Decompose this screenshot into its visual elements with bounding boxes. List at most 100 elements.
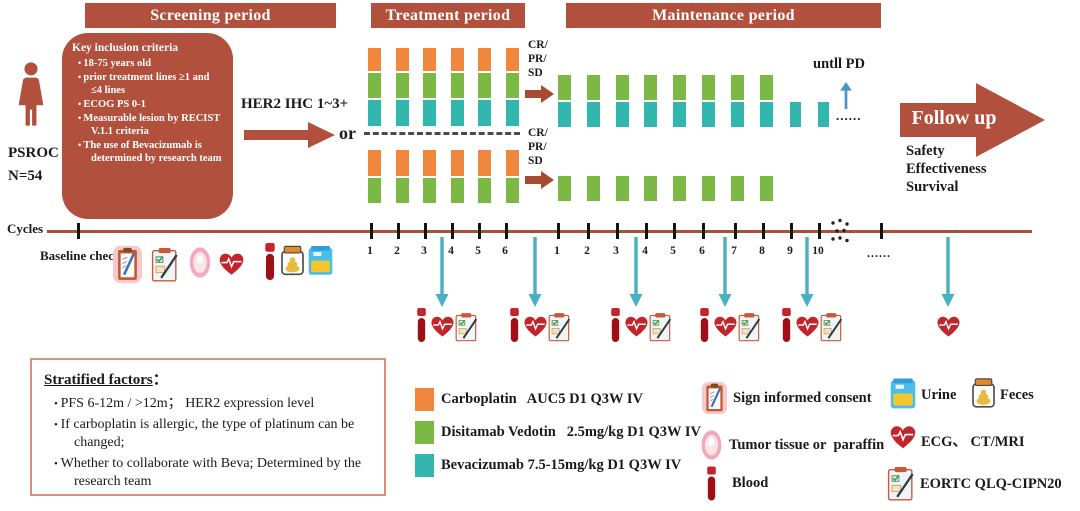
cycle-number: 4 <box>642 245 648 257</box>
legend-label-urine: Urine <box>921 387 957 403</box>
cycle-number: 2 <box>394 245 400 257</box>
assessment-down-arrow-icon <box>628 237 644 308</box>
legend-label-consent: Sign informed consent <box>733 390 872 406</box>
drug-bar-disitamab <box>395 73 409 98</box>
timeline-tick <box>880 223 883 239</box>
legend-label-ecg: ECG、 CT/MRI <box>921 434 1025 450</box>
timeline-tick <box>762 223 765 239</box>
response-line: SD <box>528 67 543 79</box>
consent-icon <box>702 379 727 417</box>
eortc-icon <box>819 310 845 344</box>
cycle-number: 1 <box>367 245 373 257</box>
maintenance-continues-dots: ...... <box>836 108 862 123</box>
timeline-tick <box>424 223 427 239</box>
drug-bar-bevacizumab <box>644 102 658 127</box>
cycles-timeline-axis <box>47 230 1032 233</box>
cycle-number: 1 <box>554 245 560 257</box>
drug-bar-disitamab <box>644 176 658 201</box>
response-criteria-arm1: CR/ PR/ SD <box>528 38 548 80</box>
female-patient-icon <box>15 61 47 135</box>
drug-bar-carboplatin <box>395 48 409 71</box>
timeline-tick <box>790 223 793 239</box>
timeline-continues-dots: ...... <box>867 246 891 260</box>
timeline-tick <box>616 223 619 239</box>
treatment-period-banner: Treatment period <box>371 3 525 28</box>
stratified-factors-title: Stratified factors： <box>44 368 372 389</box>
inclusion-item: Measurable lesion by RECIST V.1.1 criter… <box>78 112 223 138</box>
timeline-tick <box>77 223 80 239</box>
drug-bar-carboplatin <box>395 150 409 176</box>
drug-bar-disitamab <box>478 178 491 203</box>
baseline-check-label: Baseline check <box>40 248 122 263</box>
drug-bar-disitamab <box>644 75 658 100</box>
assessment-down-arrow-icon <box>940 237 956 308</box>
timeline-tick <box>587 223 590 239</box>
tumor-icon <box>701 430 722 460</box>
eortc-icon <box>737 310 763 344</box>
drug-bar-bevacizumab <box>478 100 491 126</box>
drug-bar-bevacizumab <box>586 102 600 127</box>
drug-bar-carboplatin <box>423 150 436 176</box>
drug-bar-disitamab <box>505 73 519 98</box>
inclusion-item: The use of Bevacizumab is determined by … <box>78 139 223 165</box>
drug-bar-bevacizumab <box>673 102 687 127</box>
drug-bar-disitamab <box>395 178 409 203</box>
cycle-number: 9 <box>787 245 793 257</box>
blood-icon <box>699 307 710 343</box>
follow-up-arrow-icon <box>900 81 1046 159</box>
drug-bar-carboplatin <box>368 150 381 176</box>
eortc-icon <box>150 246 181 283</box>
cycle-number: 3 <box>613 245 619 257</box>
drug-bar-bevacizumab <box>790 102 801 127</box>
drug-bar-disitamab <box>702 176 715 201</box>
cohort-label: PSROC <box>8 145 59 161</box>
urine-icon <box>308 245 333 276</box>
drug-bar-carboplatin <box>368 48 381 71</box>
drug-bar-disitamab <box>478 73 491 98</box>
response-line: CR/ <box>528 127 548 139</box>
urine-icon <box>890 377 916 410</box>
eortc-icon <box>886 465 917 502</box>
follow-up-label: Follow up <box>911 107 997 129</box>
drug-bar-disitamab <box>586 176 600 201</box>
until-pd-label: untll PD <box>813 56 865 72</box>
drug-bar-carboplatin <box>478 150 491 176</box>
timeline-break-dots-icon <box>829 218 853 245</box>
timeline-tick <box>370 223 373 239</box>
drug-bar-disitamab <box>702 75 715 100</box>
response-arrow-arm2-icon <box>525 170 555 190</box>
eortc-icon <box>547 310 573 344</box>
drug-bar-disitamab <box>505 178 519 203</box>
consent-icon <box>113 243 142 286</box>
outcome-effectiveness: Effectiveness <box>906 161 987 177</box>
drug-bar-bevacizumab <box>702 102 715 127</box>
legend-label-blood: Blood <box>732 475 769 491</box>
drug-bar-disitamab <box>450 178 464 203</box>
drug-bar-disitamab <box>673 75 687 100</box>
assessment-down-arrow-icon <box>717 237 733 308</box>
legend-swatch-carboplatin <box>415 388 434 411</box>
blood-icon <box>416 307 427 343</box>
continue-up-arrow-icon <box>839 82 853 109</box>
response-arrow-arm1-icon <box>525 84 555 104</box>
timeline-tick <box>557 223 560 239</box>
drug-bar-disitamab <box>423 73 436 98</box>
follow-up-outcomes: Safety Effectiveness Survival <box>906 142 987 196</box>
drug-bar-disitamab <box>423 178 436 203</box>
response-line: CR/ <box>528 39 548 51</box>
screening-period-label: Screening period <box>150 6 271 24</box>
treatment-period-label: Treatment period <box>385 6 511 24</box>
ecg-icon <box>522 313 549 338</box>
drug-bar-disitamab <box>673 176 687 201</box>
blood-icon <box>264 243 276 280</box>
stratified-title-text: Stratified factors <box>44 372 153 388</box>
legend-label-disitamab: Disitamab Vedotin 2.5mg/kg D1 Q3W IV <box>441 424 701 440</box>
drug-bar-bevacizumab <box>558 102 571 127</box>
response-line: PR/ <box>528 141 547 153</box>
cycle-number: 2 <box>584 245 590 257</box>
drug-bar-disitamab <box>730 176 744 201</box>
timeline-tick <box>478 223 481 239</box>
legend-label-tumor: Tumor tissue or paraffin <box>729 437 885 453</box>
response-line: PR/ <box>528 53 547 65</box>
